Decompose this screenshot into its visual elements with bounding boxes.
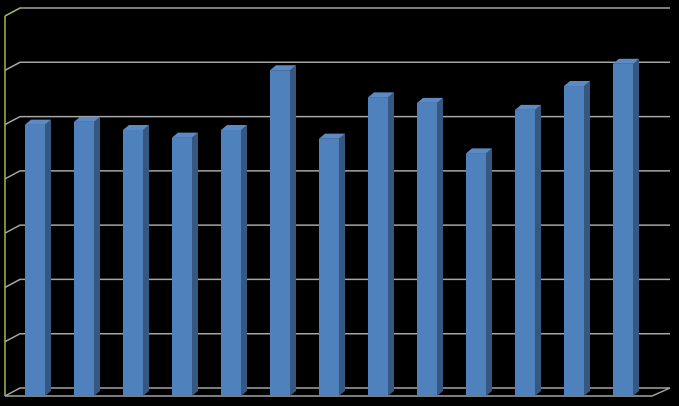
bar-top <box>319 133 345 139</box>
bar-side <box>535 104 541 397</box>
bar-top <box>221 125 247 130</box>
grid-line <box>4 278 670 289</box>
grid-line <box>4 115 670 126</box>
bar-side <box>94 116 100 396</box>
bar <box>466 153 486 396</box>
bar <box>74 121 94 396</box>
bar-group <box>319 133 345 396</box>
bar <box>564 86 584 397</box>
bar <box>319 138 339 396</box>
bar-top <box>172 132 198 138</box>
grid-line <box>4 61 670 71</box>
bar-group <box>417 97 443 396</box>
y-axis-line-top <box>4 7 21 17</box>
bar-side <box>633 58 639 397</box>
grid-line <box>4 224 670 234</box>
bar-side <box>437 97 443 396</box>
bar-side <box>584 81 590 397</box>
bar <box>172 137 192 396</box>
grid-line <box>4 387 670 397</box>
bar <box>221 130 241 396</box>
bar <box>270 70 290 397</box>
bar-top <box>25 119 51 125</box>
bar-side <box>339 133 345 396</box>
bar-group <box>270 65 296 397</box>
bar <box>123 130 143 396</box>
bar-group <box>564 81 590 397</box>
bar-group <box>466 148 492 396</box>
bar-top <box>466 148 492 154</box>
bar-group <box>123 125 149 396</box>
grid-line <box>4 332 670 343</box>
bar-top <box>368 92 394 98</box>
bar-group <box>25 119 51 397</box>
bar-top <box>613 58 639 64</box>
bar-group <box>172 132 198 396</box>
bar <box>417 102 437 396</box>
bar-group <box>613 58 639 397</box>
floor-edge <box>5 387 671 397</box>
bar-group <box>221 125 247 396</box>
bar-group <box>515 104 541 397</box>
bar-group <box>368 92 394 396</box>
bar <box>368 97 388 396</box>
bar-side <box>241 125 247 396</box>
bar-top <box>515 104 541 110</box>
bar <box>515 109 535 397</box>
bar-top <box>74 116 100 122</box>
bar-side <box>388 92 394 396</box>
bar-side <box>486 148 492 396</box>
bar-top <box>270 65 296 71</box>
bar <box>25 124 45 397</box>
grid-line <box>4 170 670 180</box>
bar-side <box>290 65 296 397</box>
bar-side <box>45 119 51 397</box>
bar-group <box>74 116 100 396</box>
bar-top <box>417 97 443 103</box>
bar-top <box>123 125 149 130</box>
bar <box>613 63 633 397</box>
bar-top <box>564 81 590 87</box>
bar-side <box>143 125 149 396</box>
bar-side <box>192 132 198 396</box>
